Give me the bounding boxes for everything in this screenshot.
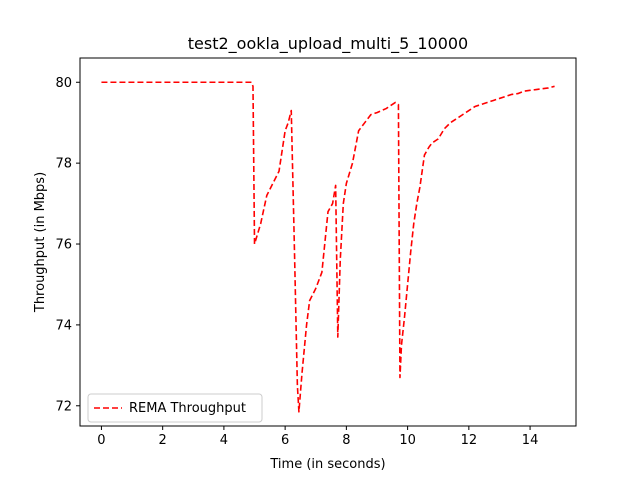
chart-title: test2_ookla_upload_multi_5_10000 (188, 34, 468, 54)
x-tick-label: 8 (342, 433, 350, 448)
x-tick-label: 0 (97, 433, 105, 448)
y-tick-label: 76 (55, 238, 72, 253)
y-tick-label: 74 (55, 318, 72, 333)
x-tick-label: 6 (281, 433, 289, 448)
legend-box (87, 393, 263, 423)
x-axis: 0 2 4 6 8 10 12 14 (97, 426, 538, 448)
y-tick-label: 72 (55, 399, 72, 414)
x-tick-label: 2 (159, 433, 167, 448)
x-axis-label: Time (in seconds) (269, 457, 385, 472)
y-axis: 72 74 76 78 80 (55, 76, 80, 414)
legend: REMA Throughput (87, 393, 263, 423)
axes-frame (79, 57, 577, 427)
plot-area (101, 81, 555, 413)
x-tick-label: 12 (461, 433, 478, 448)
x-tick-label: 10 (399, 433, 416, 448)
y-tick-label: 78 (55, 157, 72, 172)
legend-label: REMA Throughput (129, 401, 246, 416)
series-line-rema-throughput (101, 81, 555, 413)
y-tick-label: 80 (55, 76, 72, 91)
x-tick-label: 4 (220, 433, 228, 448)
x-tick-label: 14 (522, 433, 539, 448)
y-axis-label: Throughput (in Mbps) (33, 172, 48, 313)
